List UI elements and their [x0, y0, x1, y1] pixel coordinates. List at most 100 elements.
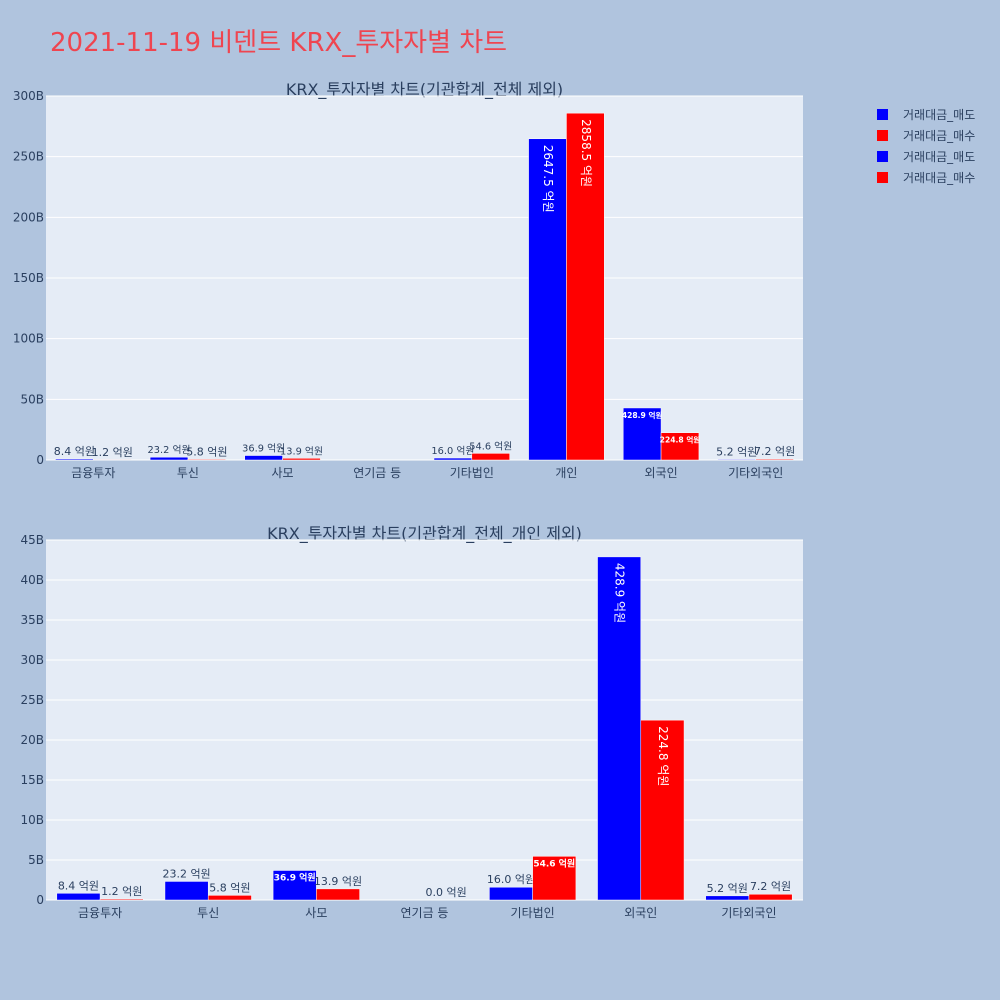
bar-data-label: 16.0 억원: [487, 873, 535, 886]
chart-panel-2: KRX_투자자별 차트(기관합계_전체_개인 제외) 0 5B 10B 15B 20B 25…: [20, 524, 803, 920]
x-tick-label: 금융투자: [78, 906, 122, 920]
bar: [471, 453, 510, 461]
bar: [528, 138, 567, 461]
x-tick-label: 투신: [197, 906, 219, 920]
bar-data-label: 5.2 억원: [707, 882, 748, 895]
y-tick-label: 35B: [20, 613, 44, 627]
y-tick-label: 20B: [20, 733, 44, 747]
bar-data-label: 13.9 억원: [280, 445, 323, 457]
bar: [244, 455, 283, 461]
bar-data-label: 36.9 억원: [242, 443, 285, 455]
bar: [640, 719, 685, 901]
x-tick-label: 기타외국인: [728, 466, 783, 480]
plot-area: [46, 540, 803, 900]
bar: [55, 458, 94, 461]
bar-data-label: 36.9 억원: [274, 871, 316, 883]
bar-data-label: 7.2 억원: [754, 445, 795, 458]
bar-data-label: 13.9 억원: [314, 875, 362, 888]
y-tick-label: 25B: [20, 693, 44, 707]
bar-data-label: 5.2 억원: [716, 445, 757, 458]
bar-data-label: 224.8 억원: [660, 435, 701, 445]
bar-data-label: 5.8 억원: [209, 881, 250, 894]
y-tick-label: 45B: [20, 533, 44, 547]
x-tick-label: 연기금 등: [401, 906, 449, 920]
y-tick-label: 300B: [13, 89, 44, 103]
y-tick-label: 50B: [20, 392, 44, 406]
y-tick-label: 0: [36, 893, 44, 907]
bar-data-label: 1.2 억원: [101, 885, 142, 898]
bar-data-label: 428.9 억원: [613, 563, 627, 623]
x-tick-label: 기타법인: [450, 466, 494, 480]
x-tick-label: 기타외국인: [721, 906, 776, 920]
legend-label: 거래대금_매수: [903, 129, 975, 143]
x-tick-label: 사모: [272, 466, 294, 480]
bar-data-label: 54.6 억원: [469, 440, 512, 452]
x-tick-label: 기타법인: [511, 906, 555, 920]
y-tick-label: 100B: [13, 332, 44, 346]
y-tick-label: 40B: [20, 573, 44, 587]
legend-label: 거래대금_매수: [903, 171, 975, 185]
legend-swatch: [877, 172, 888, 183]
legend-swatch: [877, 109, 888, 120]
x-tick-label: 외국인: [645, 466, 678, 480]
x-tick-label: 연기금 등: [353, 466, 401, 480]
chart-panel-1: KRX_투자자별 차트(기관합계_전체 제외) 0 50B 100B 150B 200B 2…: [13, 80, 803, 480]
bar: [748, 893, 793, 901]
bar-data-label: 8.4 억원: [54, 445, 95, 458]
bar: [433, 457, 473, 461]
y-tick-label: 200B: [13, 210, 44, 224]
bar: [149, 456, 189, 461]
bar: [164, 881, 209, 901]
legend-label: 거래대금_매도: [903, 150, 975, 164]
bar: [597, 556, 642, 901]
chart-title: KRX_투자자별 차트(기관합계_전체_개인 제외): [267, 524, 582, 544]
bar: [56, 893, 101, 901]
y-tick-label: 15B: [20, 773, 44, 787]
bar: [99, 898, 144, 901]
page-title: 2021-11-19 비덴트 KRX_투자자별 차트: [50, 28, 508, 58]
bar-data-label: 2858.5 억원: [579, 119, 593, 187]
bar: [316, 888, 360, 901]
x-tick-label: 사모: [305, 906, 327, 920]
x-tick-label: 투신: [177, 466, 199, 480]
chart-title: KRX_투자자별 차트(기관합계_전체 제외): [286, 80, 563, 100]
bar-data-label: 224.8 억원: [656, 726, 670, 786]
bar: [566, 112, 605, 461]
bar: [717, 459, 756, 461]
bar-data-label: 7.2 억원: [750, 880, 791, 893]
y-tick-label: 5B: [28, 853, 44, 867]
legend-label: 거래대금_매도: [903, 108, 975, 122]
legend-swatch: [877, 151, 888, 162]
bar: [282, 458, 321, 461]
y-tick-label: 30B: [20, 653, 44, 667]
bar: [187, 459, 227, 461]
bar: [207, 895, 252, 901]
bar: [622, 407, 662, 461]
bar-data-label: 23.2 억원: [148, 444, 191, 456]
bar-data-label: 0.0 억원: [426, 886, 467, 899]
bar-data-label: 8.4 억원: [58, 879, 99, 892]
bar-data-label: 5.8 억원: [186, 445, 227, 458]
bar-data-label: 1.2 억원: [92, 446, 133, 459]
bar: [660, 432, 700, 461]
x-tick-label: 금융투자: [71, 466, 115, 480]
bar: [532, 856, 577, 901]
legend-swatch: [877, 130, 888, 141]
bar-data-label: 428.9 억원: [622, 410, 663, 420]
y-tick-label: 250B: [13, 150, 44, 164]
bar-data-label: 2647.5 억원: [541, 145, 555, 213]
x-tick-label: 개인: [555, 466, 577, 480]
bar: [272, 870, 317, 901]
y-tick-label: 0: [36, 453, 44, 467]
y-tick-label: 150B: [13, 271, 44, 285]
bar: [705, 895, 750, 901]
y-tick-label: 10B: [20, 813, 44, 827]
bar: [489, 886, 533, 901]
bar: [755, 458, 794, 461]
bar-data-label: 23.2 억원: [162, 867, 210, 880]
bar-data-label: 16.0 억원: [431, 445, 474, 457]
bar-data-label: 54.6 억원: [533, 857, 575, 869]
x-tick-label: 외국인: [624, 906, 657, 920]
